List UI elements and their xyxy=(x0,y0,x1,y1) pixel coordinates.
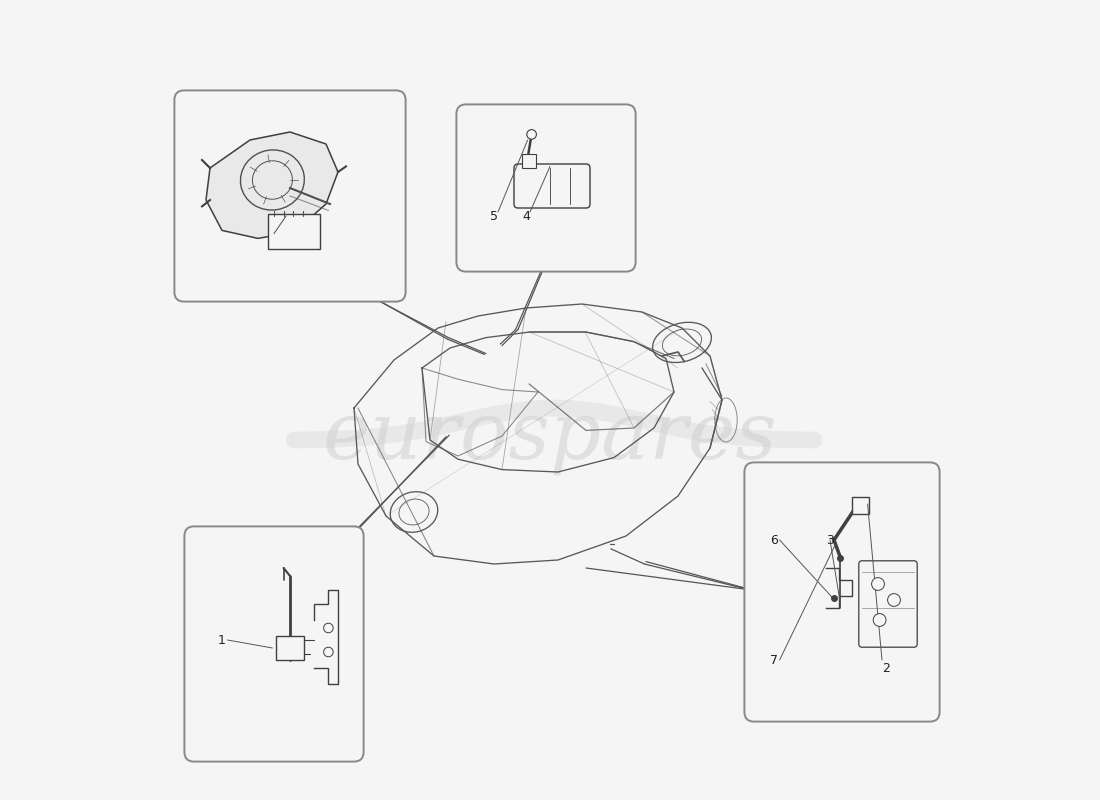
Text: 4: 4 xyxy=(522,210,530,222)
Circle shape xyxy=(527,130,537,139)
Polygon shape xyxy=(206,132,338,238)
Circle shape xyxy=(323,647,333,657)
Text: 1: 1 xyxy=(218,634,226,646)
Circle shape xyxy=(873,614,886,626)
FancyBboxPatch shape xyxy=(514,164,590,208)
Text: 7: 7 xyxy=(770,654,778,666)
Text: 6: 6 xyxy=(770,534,778,546)
Text: 3: 3 xyxy=(826,534,834,546)
FancyBboxPatch shape xyxy=(859,561,917,647)
FancyBboxPatch shape xyxy=(185,526,364,762)
FancyBboxPatch shape xyxy=(267,214,320,249)
Text: 5: 5 xyxy=(490,210,498,222)
Circle shape xyxy=(888,594,901,606)
FancyBboxPatch shape xyxy=(456,105,636,272)
Bar xyxy=(851,497,869,514)
Bar xyxy=(276,636,305,660)
Text: eurospares: eurospares xyxy=(322,398,778,474)
FancyBboxPatch shape xyxy=(745,462,939,722)
Text: 2: 2 xyxy=(882,662,890,674)
Bar xyxy=(522,154,537,168)
Circle shape xyxy=(871,578,884,590)
Circle shape xyxy=(323,623,333,633)
FancyBboxPatch shape xyxy=(175,90,406,302)
